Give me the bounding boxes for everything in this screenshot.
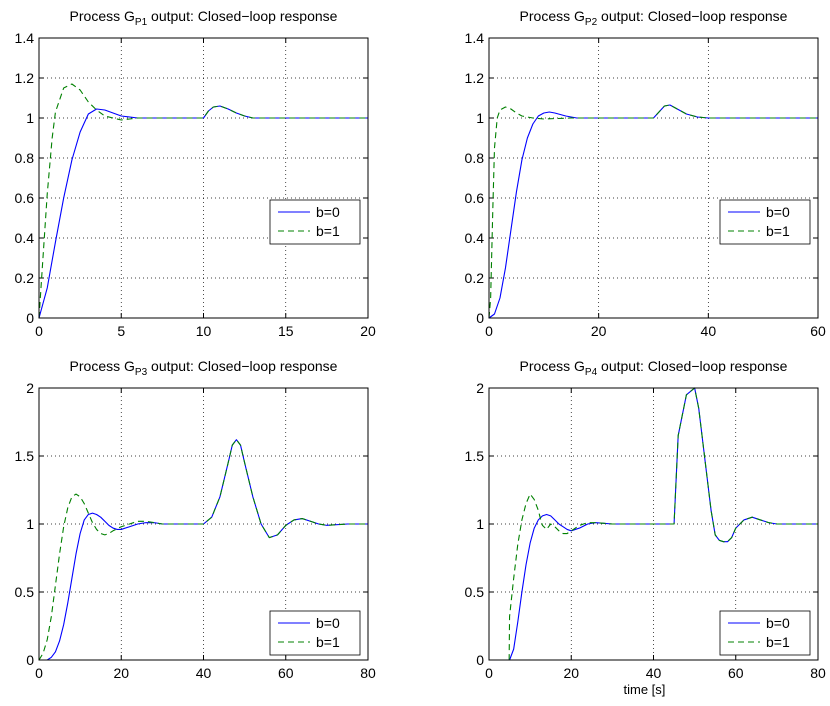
x-tick-label: 40 bbox=[646, 665, 662, 681]
y-tick-label: 1.4 bbox=[465, 30, 485, 46]
y-tick-label: 1 bbox=[476, 110, 484, 126]
legend-label: b=0 bbox=[316, 204, 340, 220]
x-tick-label: 80 bbox=[360, 665, 376, 681]
legend-label: b=0 bbox=[766, 615, 790, 631]
legend: b=0b=1 bbox=[719, 199, 811, 245]
axes-box bbox=[38, 387, 369, 661]
chart-title-subscript: P3 bbox=[134, 366, 148, 378]
x-tick-label: 20 bbox=[563, 665, 579, 681]
y-tick-label: 0.8 bbox=[15, 150, 35, 166]
x-tick-label: 40 bbox=[701, 323, 717, 339]
x-tick-label: 0 bbox=[485, 323, 493, 339]
legend-label: b=0 bbox=[316, 615, 340, 631]
plot-area bbox=[489, 38, 818, 318]
axes-box bbox=[38, 37, 369, 319]
legend-box bbox=[719, 610, 811, 656]
y-tick-label: 0.4 bbox=[15, 230, 35, 246]
legend-label: b=1 bbox=[766, 223, 790, 239]
legend: b=0b=1 bbox=[719, 610, 811, 656]
legend-label: b=1 bbox=[766, 634, 790, 650]
chart-title: Process GP4 output: Closed−loop response bbox=[479, 358, 828, 378]
legend-label: b=1 bbox=[316, 223, 340, 239]
series-line-b0 bbox=[39, 439, 368, 661]
chart-title-prefix: Process G bbox=[519, 358, 585, 374]
y-tick-label: 1.2 bbox=[465, 70, 485, 86]
x-tick-label: 15 bbox=[278, 323, 294, 339]
x-tick-label: 20 bbox=[360, 323, 376, 339]
chart-title-prefix: Process G bbox=[519, 8, 585, 24]
y-tick-label: 1 bbox=[26, 516, 34, 532]
x-tick-label: 60 bbox=[810, 323, 826, 339]
legend-label: b=0 bbox=[766, 204, 790, 220]
series-line-b1 bbox=[488, 104, 818, 319]
y-tick-label: 1 bbox=[476, 516, 484, 532]
y-tick-label: 1.2 bbox=[15, 70, 35, 86]
y-tick-label: 0 bbox=[26, 310, 34, 326]
x-tick-label: 10 bbox=[196, 323, 212, 339]
y-tick-label: 0.2 bbox=[15, 270, 35, 286]
chart-title-suffix: output: Closed−loop response bbox=[597, 358, 788, 374]
chart-title: Process GP1 output: Closed−loop response bbox=[29, 8, 378, 28]
chart-title: Process GP2 output: Closed−loop response bbox=[479, 8, 828, 28]
chart-title-subscript: P2 bbox=[584, 16, 598, 28]
y-tick-label: 0 bbox=[476, 310, 484, 326]
series-line-b1 bbox=[489, 387, 818, 661]
series-line-b1 bbox=[38, 83, 368, 319]
x-axis-label: time [s] bbox=[623, 682, 666, 697]
y-tick-label: 2 bbox=[476, 380, 484, 396]
axes-box bbox=[488, 37, 819, 319]
y-tick-label: 0.5 bbox=[15, 584, 35, 600]
legend-label: b=1 bbox=[316, 634, 340, 650]
y-tick-label: 1.5 bbox=[465, 448, 485, 464]
chart-title-suffix: output: Closed−loop response bbox=[597, 8, 788, 24]
x-tick-label: 40 bbox=[196, 665, 212, 681]
y-tick-label: 0 bbox=[476, 652, 484, 668]
x-tick-label: 0 bbox=[485, 665, 493, 681]
y-tick-label: 0.5 bbox=[465, 584, 485, 600]
y-tick-label: 2 bbox=[26, 380, 34, 396]
y-tick-label: 0.2 bbox=[465, 270, 485, 286]
y-tick-label: 0 bbox=[26, 652, 34, 668]
x-tick-label: 60 bbox=[278, 665, 294, 681]
axes-box bbox=[488, 387, 819, 661]
chart-title-suffix: output: Closed−loop response bbox=[147, 358, 338, 374]
chart-title-suffix: output: Closed−loop response bbox=[147, 8, 338, 24]
x-tick-label: 80 bbox=[810, 665, 826, 681]
chart-title-prefix: Process G bbox=[69, 358, 135, 374]
y-tick-label: 1.5 bbox=[15, 448, 35, 464]
chart-title-prefix: Process G bbox=[69, 8, 135, 24]
y-tick-label: 0.4 bbox=[465, 230, 485, 246]
y-tick-label: 1 bbox=[26, 110, 34, 126]
x-tick-label: 60 bbox=[728, 665, 744, 681]
x-tick-label: 0 bbox=[35, 323, 43, 339]
legend-box bbox=[719, 199, 811, 245]
y-tick-label: 0.6 bbox=[15, 190, 35, 206]
y-tick-label: 0.6 bbox=[465, 190, 485, 206]
x-tick-label: 20 bbox=[113, 665, 129, 681]
x-tick-label: 5 bbox=[117, 323, 125, 339]
y-tick-label: 0.8 bbox=[465, 150, 485, 166]
legend-box bbox=[269, 199, 361, 245]
legend: b=0b=1 bbox=[269, 610, 361, 656]
y-tick-label: 1.4 bbox=[15, 30, 35, 46]
x-tick-label: 20 bbox=[591, 323, 607, 339]
chart-title-subscript: P1 bbox=[134, 16, 148, 28]
chart-title-subscript: P4 bbox=[584, 366, 598, 378]
series-line-b1 bbox=[38, 439, 368, 661]
legend-box bbox=[269, 610, 361, 656]
legend: b=0b=1 bbox=[269, 199, 361, 245]
chart-title: Process GP3 output: Closed−loop response bbox=[29, 358, 378, 378]
x-tick-label: 0 bbox=[35, 665, 43, 681]
